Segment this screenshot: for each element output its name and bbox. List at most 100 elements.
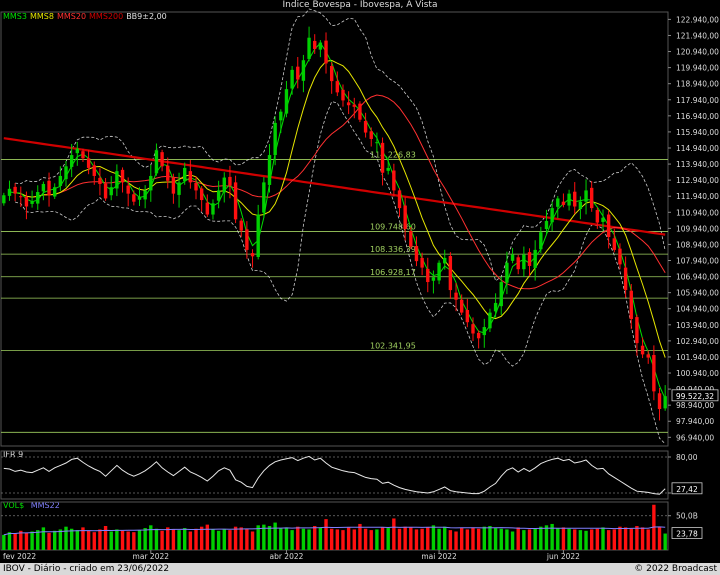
candle-body (635, 317, 639, 344)
volume-bar (98, 529, 102, 550)
footer-info: IBOV - Diário - criado em 23/06/2022 (3, 564, 170, 574)
price-tick-label: 102.940,00 (676, 337, 719, 346)
price-tick-label: 113.940,00 (676, 160, 719, 169)
volume-bar (41, 527, 46, 550)
candle-body (273, 122, 277, 156)
volume-bar (601, 527, 605, 550)
candle-body (544, 220, 549, 229)
candle-body (341, 89, 345, 101)
volume-bar (216, 530, 221, 550)
candle-body (329, 66, 334, 82)
volume-bar (177, 530, 181, 550)
ifr-tick-label: 80,00 (676, 453, 698, 462)
volume-bar (640, 527, 645, 550)
candle-body (318, 42, 323, 50)
candle-body (414, 246, 419, 262)
volume-bar (335, 529, 340, 550)
price-tick-label: 110.940,00 (676, 208, 719, 217)
volume-bar (154, 528, 159, 550)
volume-bar (595, 528, 600, 550)
x-axis-label: abr 2022 (269, 552, 303, 561)
volume-bar (556, 528, 560, 550)
candle-body (126, 185, 130, 194)
volume-panel-frame (0, 501, 669, 551)
legend-mms20[interactable]: MMS20 (56, 12, 87, 21)
price-tick-label: 96.940,00 (676, 433, 714, 442)
candle-body (58, 175, 63, 186)
x-axis-label: fev 2022 (3, 552, 36, 561)
ifr-line (3, 455, 666, 495)
candle-body (166, 165, 170, 181)
volume-bar (341, 530, 345, 550)
volume-bar (211, 529, 215, 550)
candle-body (109, 187, 113, 196)
candle-body (420, 257, 424, 268)
volume-bar (53, 530, 57, 550)
volume-last-label: 23,78 (676, 530, 698, 539)
volume-bar (629, 528, 633, 550)
volume-bar (414, 529, 419, 550)
ifr-panel-frame (0, 450, 669, 500)
candle-body (98, 177, 102, 184)
legend-mms8[interactable]: MMS8 (29, 12, 54, 21)
legend-mms3[interactable]: MMS3 (3, 12, 27, 21)
volume-bar (584, 530, 588, 550)
volume-bar (346, 527, 351, 550)
price-tick-label: 107.940,00 (676, 257, 719, 266)
candle-body (375, 142, 379, 144)
candle-body (222, 177, 226, 193)
volume-bar (290, 530, 294, 550)
volume-bar (137, 530, 142, 550)
volume-bar (397, 528, 402, 550)
candle-body (505, 262, 509, 283)
volume-bar (578, 530, 583, 550)
volume-bar (358, 523, 362, 550)
volume-bar (222, 529, 226, 550)
candle-body (19, 196, 23, 198)
price-panel-frame (0, 11, 669, 447)
ifr-last-label: 27,42 (676, 485, 698, 494)
candle-body (578, 201, 583, 210)
volume-bar (75, 530, 80, 550)
volume-bar (19, 530, 23, 550)
candle-body (335, 81, 340, 93)
price-tick-label: 121.940,00 (676, 31, 719, 40)
volume-bar (488, 526, 492, 550)
volume-bar (482, 526, 486, 550)
candle-body (86, 158, 91, 168)
price-tick-label: 118.940,00 (676, 80, 719, 89)
volume-bar (522, 530, 526, 550)
price-tick-label: 105.940,00 (676, 289, 719, 298)
candle-body (556, 198, 560, 207)
candle-body (211, 203, 215, 215)
volume-bar (245, 528, 249, 550)
volume-bar (69, 528, 74, 550)
volume-bar (2, 534, 6, 550)
volume-bar (194, 528, 198, 550)
ifr-last-box (671, 482, 703, 495)
legend-bollinger[interactable]: BB9±2,00 (126, 12, 167, 21)
price-tick-label: 103.940,00 (676, 321, 719, 330)
candle-body (493, 302, 498, 312)
legend-mms200[interactable]: MMS200 (89, 12, 124, 21)
candle-body (431, 277, 436, 281)
volume-bar (431, 525, 436, 550)
volume-bar (420, 528, 424, 550)
candle-body (307, 37, 311, 59)
candle-body (256, 214, 260, 257)
candle-body (245, 229, 249, 250)
volume-bar (267, 526, 272, 550)
candle-body (663, 396, 667, 409)
volume-bar (149, 525, 153, 550)
candle-body (324, 40, 328, 64)
candle-body (69, 155, 74, 167)
volume-bar (307, 529, 311, 550)
candle-body (41, 183, 46, 192)
volume-bar (635, 526, 639, 550)
candle-body (584, 190, 588, 202)
volume-bar (646, 529, 650, 550)
candle-body (363, 120, 368, 133)
mms20-line (20, 94, 666, 290)
candle-body (629, 290, 633, 320)
